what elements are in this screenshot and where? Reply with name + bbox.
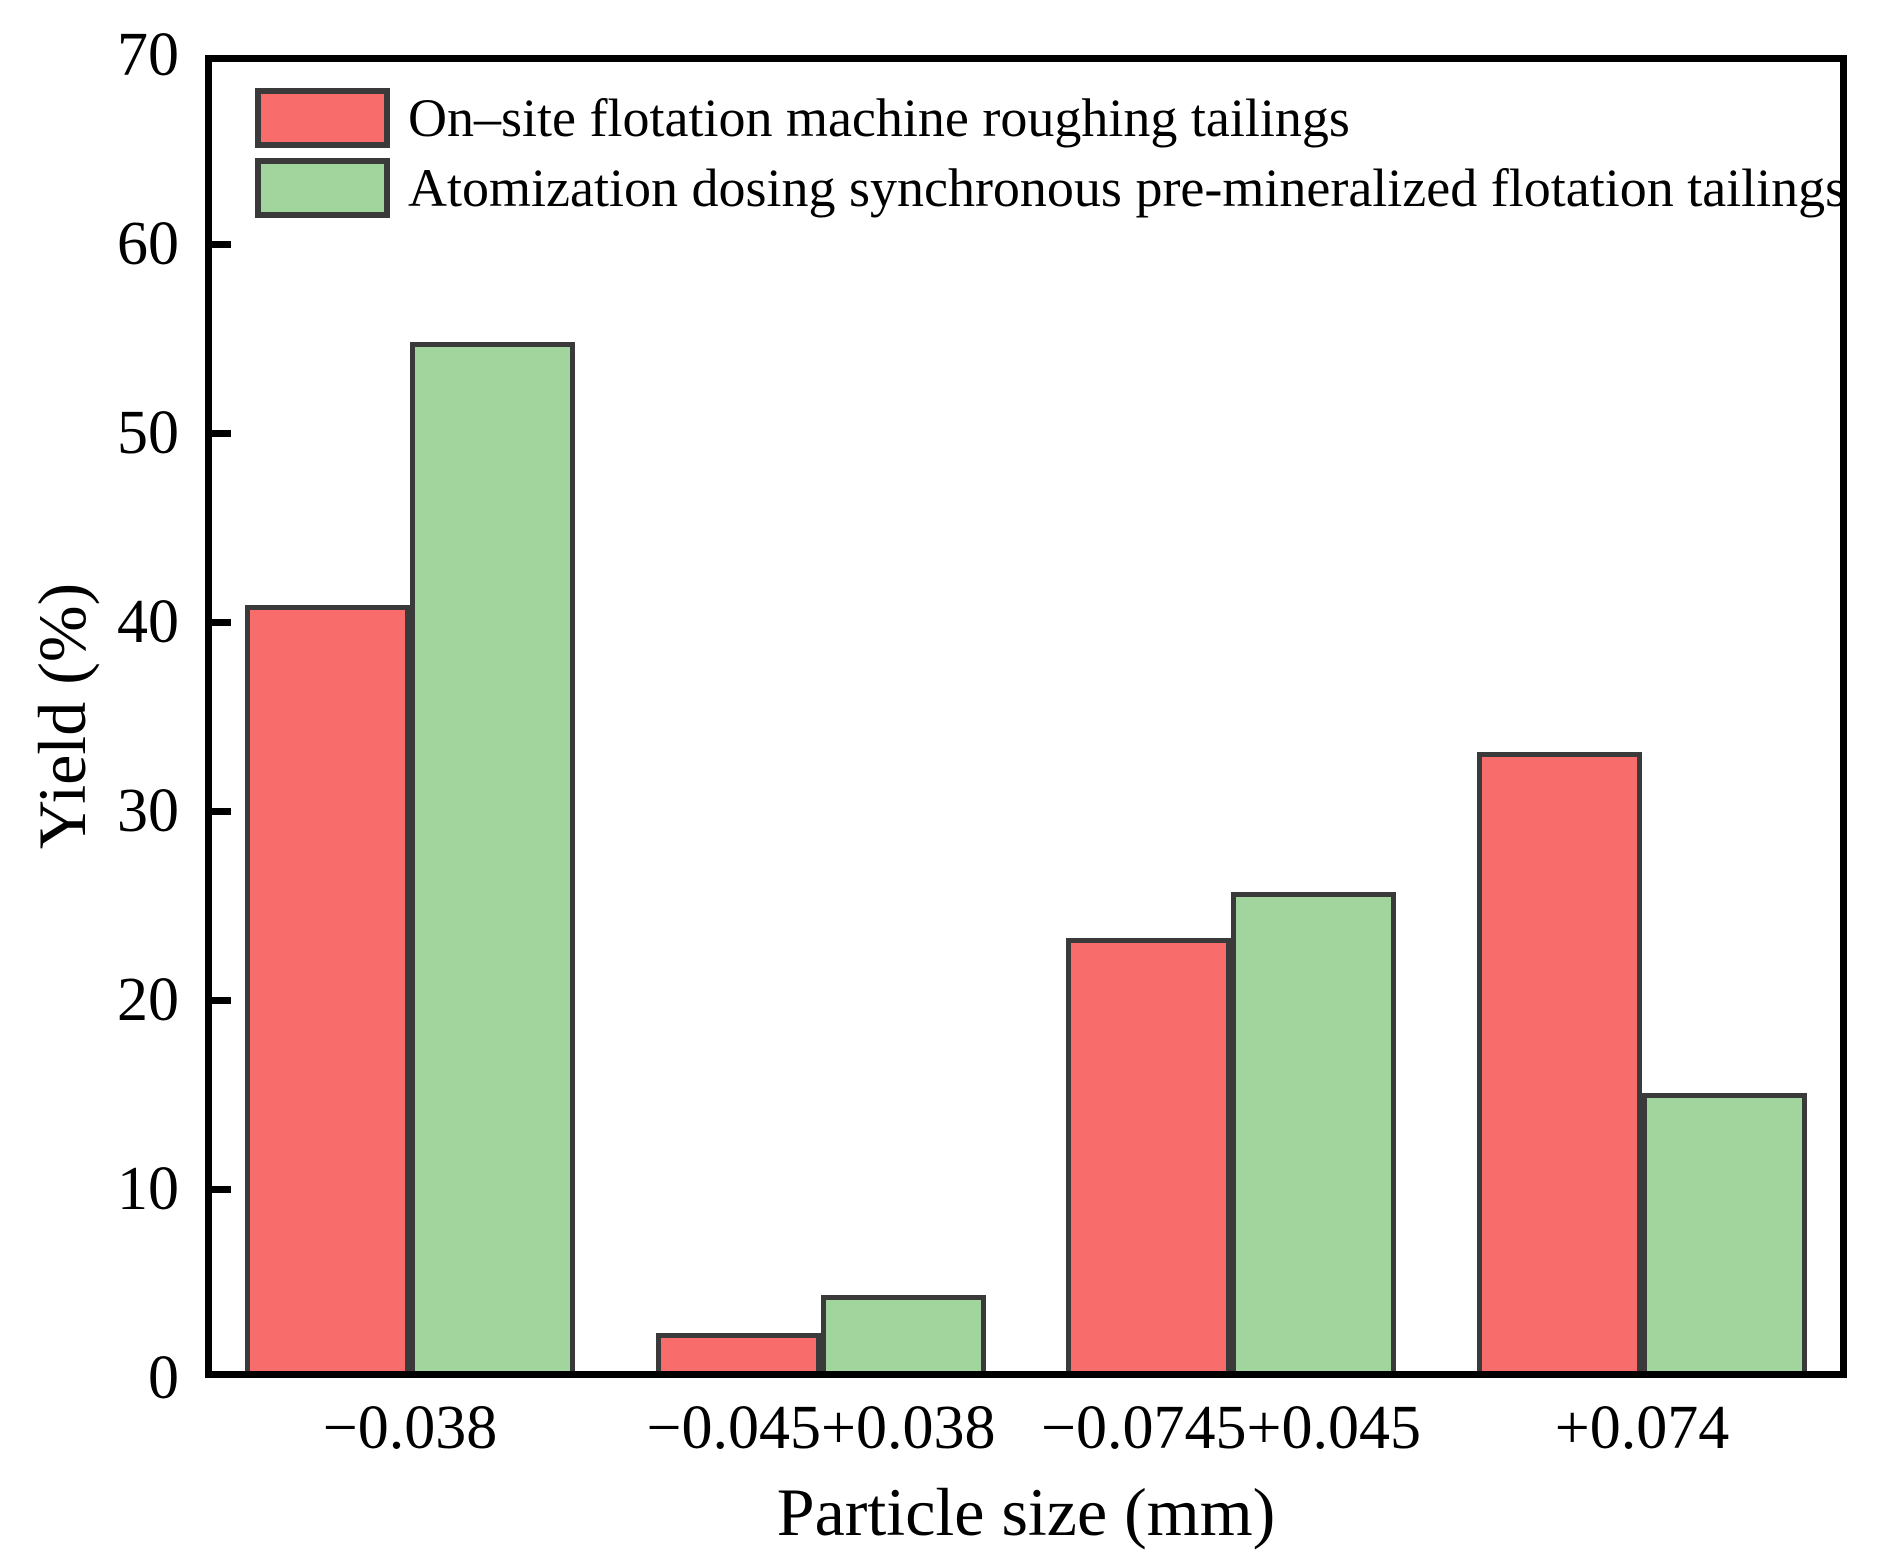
y-axis-tick-label: 30 — [117, 777, 179, 845]
y-axis-tick-label: 40 — [117, 588, 179, 656]
legend-label: On–site flotation machine roughing taili… — [408, 88, 1350, 148]
bar-green-group-0 — [410, 342, 575, 1378]
bar-red-group-2 — [1066, 938, 1231, 1378]
x-axis-tick-label: +0.074 — [1554, 1394, 1730, 1462]
x-axis-title: Particle size (mm) — [776, 1474, 1276, 1550]
y-axis-tick — [205, 997, 231, 1004]
y-axis-tick — [205, 1186, 231, 1193]
bar-green-group-2 — [1231, 892, 1396, 1378]
x-axis-tick-label: −0.038 — [322, 1394, 498, 1462]
legend-item-roughing-tailings: On–site flotation machine roughing taili… — [255, 88, 1846, 148]
bar-red-group-1 — [656, 1333, 821, 1378]
legend-swatch-red — [255, 88, 390, 148]
legend-label: Atomization dosing synchronous pre-miner… — [408, 158, 1847, 218]
y-axis-tick — [205, 241, 231, 248]
bar-red-group-0 — [245, 605, 410, 1378]
y-axis-tick-label: 70 — [117, 21, 179, 89]
y-axis-tick — [205, 619, 231, 626]
y-axis-tick-label: 50 — [117, 399, 179, 467]
x-axis-tick-label: −0.045+0.038 — [646, 1394, 996, 1462]
y-axis-tick-label: 60 — [117, 210, 179, 278]
bar-green-group-1 — [821, 1295, 986, 1378]
legend: On–site flotation machine roughing taili… — [255, 88, 1846, 228]
y-axis-tick-label: 0 — [148, 1344, 179, 1412]
x-axis-tick-label: −0.0745+0.045 — [1041, 1394, 1421, 1462]
plot-area — [205, 55, 1847, 1378]
y-axis-tick — [205, 430, 231, 437]
y-axis-tick-label: 20 — [117, 966, 179, 1034]
legend-item-premineralized-tailings: Atomization dosing synchronous pre-miner… — [255, 158, 1846, 218]
bar-red-group-3 — [1477, 752, 1642, 1378]
bar-green-group-3 — [1642, 1093, 1807, 1378]
y-axis-tick — [205, 808, 231, 815]
legend-swatch-green — [255, 158, 390, 218]
y-axis-tick-label: 10 — [117, 1155, 179, 1223]
